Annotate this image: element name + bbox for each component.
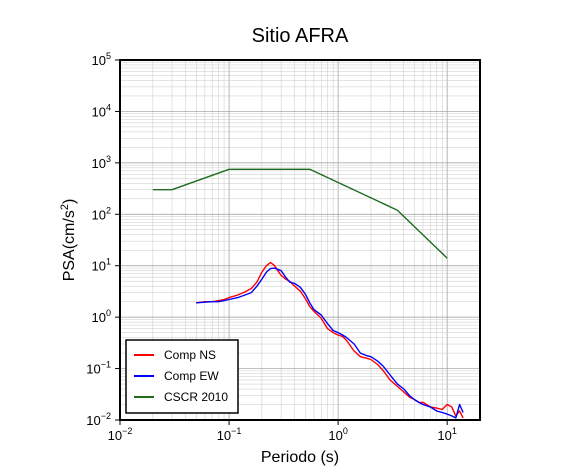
x-tick-label: 10−2 <box>108 426 133 443</box>
legend-label-2: Comp EW <box>164 369 219 383</box>
y-tick-label: 103 <box>92 154 111 171</box>
series-line-3 <box>152 168 448 259</box>
chart-title: Sitio AFRA <box>252 25 349 47</box>
y-tick-label: 104 <box>92 102 111 119</box>
y-tick-label: 101 <box>92 257 111 274</box>
legend: Comp NS Comp EW CSCR 2010 <box>125 339 239 414</box>
y-tick-label: 102 <box>92 205 111 222</box>
x-tick-label: 10−1 <box>217 426 242 443</box>
legend-label-1: Comp NS <box>164 348 216 362</box>
y-axis-title-main: PSA(cm/s <box>61 210 78 281</box>
y-tick-label: 10−1 <box>86 360 111 377</box>
series-line-2 <box>196 267 464 419</box>
y-tick-label: 105 <box>92 51 111 68</box>
x-axis-title: Periodo (s) <box>261 449 339 466</box>
y-axis-title: PSA(cm/s2) <box>59 199 78 282</box>
y-tick-label: 100 <box>92 308 111 325</box>
x-tick-label: 100 <box>328 426 347 443</box>
series-layer <box>152 168 464 419</box>
x-axis: 10−2 10−1 100 101 <box>108 420 457 443</box>
y-axis-title-close: ) <box>61 199 78 204</box>
y-axis: 10−2 10−1 100 101 102 103 104 105 <box>86 51 120 428</box>
legend-label-3: CSCR 2010 <box>164 390 228 404</box>
y-axis-title-exponent: 2 <box>59 204 71 210</box>
plot-grid <box>119 60 481 420</box>
y-tick-label: 10−2 <box>86 411 111 428</box>
x-tick-label: 101 <box>437 426 456 443</box>
plot-frame <box>119 59 481 421</box>
series-line-1 <box>196 261 464 419</box>
